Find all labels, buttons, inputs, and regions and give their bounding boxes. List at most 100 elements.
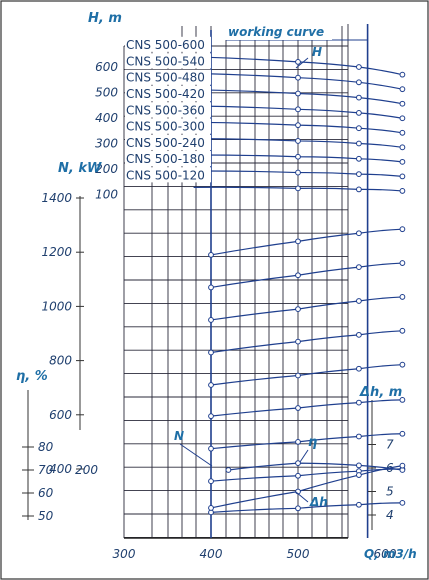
N-curve-point xyxy=(356,433,362,440)
x-tick-label: 400 xyxy=(200,547,223,561)
x-tick-label: 600 xyxy=(374,547,397,561)
H-curve-point xyxy=(399,158,406,165)
H-curve-point xyxy=(356,171,362,178)
x-tick-label: 300 xyxy=(113,547,136,561)
eta-tick-label: 50 xyxy=(38,509,54,523)
H-curve-point xyxy=(399,115,406,122)
model-label: CNS 500-480 xyxy=(126,71,205,85)
N-curve-point xyxy=(295,338,301,345)
eta-curve-point xyxy=(356,462,362,469)
H-curve-point xyxy=(399,86,406,93)
model-label: CNS 500-360 xyxy=(126,103,205,117)
N-curve-point xyxy=(208,382,214,388)
model-label-bg xyxy=(125,86,211,102)
model-label-bg xyxy=(125,151,211,167)
H-curve-point xyxy=(356,79,362,86)
N-curve-point xyxy=(295,405,301,411)
H-curve-point xyxy=(295,106,301,113)
H-curve xyxy=(193,121,403,134)
H-curve xyxy=(193,138,403,148)
N-curve-point xyxy=(208,413,214,420)
N-curve-point xyxy=(208,317,214,323)
N-curve-point xyxy=(356,365,362,372)
x-axis-label: Q, m3/h xyxy=(364,547,417,561)
H-curve-point xyxy=(356,186,362,193)
dh-curve-label: Δh xyxy=(309,495,328,509)
H-curve xyxy=(193,186,403,192)
H-curve-point xyxy=(399,144,406,151)
H-curve-point xyxy=(356,94,362,101)
H-curve-point xyxy=(295,74,301,81)
H-tick-label: 600 xyxy=(95,60,118,74)
model-label-bg xyxy=(125,36,211,52)
N-curve-label: N xyxy=(174,429,184,443)
H-curve xyxy=(193,170,403,177)
dh-tick-label: 7 xyxy=(386,438,394,452)
model-label: CNS 500-240 xyxy=(126,136,205,150)
N-tick-label: 1200 xyxy=(41,245,72,259)
model-label-bg xyxy=(125,69,211,85)
H-curve-point xyxy=(356,140,362,147)
model-label: CNS 500-120 xyxy=(126,168,205,182)
H-curve-point xyxy=(399,71,406,78)
model-label-bg xyxy=(125,118,211,134)
N-curve-point xyxy=(399,430,406,437)
H-curve-point xyxy=(295,90,301,97)
dh-axis-label: Δh, m xyxy=(359,385,402,400)
N-curve xyxy=(210,433,403,450)
x-tick-label: 500 xyxy=(287,547,310,561)
model-label: CNS 500-540 xyxy=(126,54,205,68)
eta-tick-label: 60 xyxy=(38,486,54,500)
N-curve-point xyxy=(399,327,406,334)
H-tick-label: 100 xyxy=(95,188,118,202)
labels: working curve CNS 500-600 CNS 500-540 CNS 5… xyxy=(125,22,332,509)
title-bg xyxy=(222,22,332,40)
N-curve-point xyxy=(295,472,301,479)
N-tick-label: 1000 xyxy=(41,299,72,313)
eta-curve-point xyxy=(295,460,301,467)
N-tick-label: 1400 xyxy=(41,191,72,205)
eta-curve-point xyxy=(225,467,232,473)
H-curve xyxy=(193,105,403,119)
chart-title: working curve xyxy=(228,25,324,39)
N-curve-point xyxy=(295,505,301,512)
model-label: CNS 500-420 xyxy=(126,87,205,101)
model-label: CNS 500-300 xyxy=(126,120,205,134)
N-curve-point xyxy=(399,361,406,368)
N-curve-point xyxy=(295,439,301,445)
dh-tick-label: 5 xyxy=(386,485,394,499)
N-curve-point xyxy=(399,226,406,233)
model-label-bg xyxy=(125,102,211,118)
N-tick-label: 400 xyxy=(49,462,72,476)
eta-tick-label: 80 xyxy=(38,440,54,454)
H-tick-label: 500 xyxy=(95,86,118,100)
H-curve-point xyxy=(356,64,362,70)
N-curve-point xyxy=(208,478,214,485)
eta-curve-label: η xyxy=(308,435,317,450)
dh-curve xyxy=(210,465,403,509)
H-callout xyxy=(295,57,309,69)
N-curve-point xyxy=(356,264,362,271)
N-curve xyxy=(210,399,403,417)
H-curve-point xyxy=(295,153,301,160)
H-curve-point xyxy=(295,185,301,192)
H-curve-point xyxy=(399,188,406,194)
N-curve-point xyxy=(295,238,301,245)
H-curve-label: H xyxy=(312,45,322,59)
H-curve-point xyxy=(399,100,406,107)
H-curve-point xyxy=(295,59,301,65)
N-tick-label: 600 xyxy=(49,408,72,422)
N-axis-label: N, kW xyxy=(58,161,102,176)
H-curve-point xyxy=(356,110,362,116)
curves xyxy=(193,56,406,516)
eta-curve xyxy=(228,462,403,471)
N-curve-point xyxy=(295,306,301,313)
N-curve-point xyxy=(399,294,406,300)
dh-curve-point xyxy=(399,462,406,469)
H-curve xyxy=(193,72,403,90)
H-curve-point xyxy=(356,125,362,132)
N-curve-point xyxy=(356,298,362,304)
N-tick-label: 800 xyxy=(49,354,72,368)
